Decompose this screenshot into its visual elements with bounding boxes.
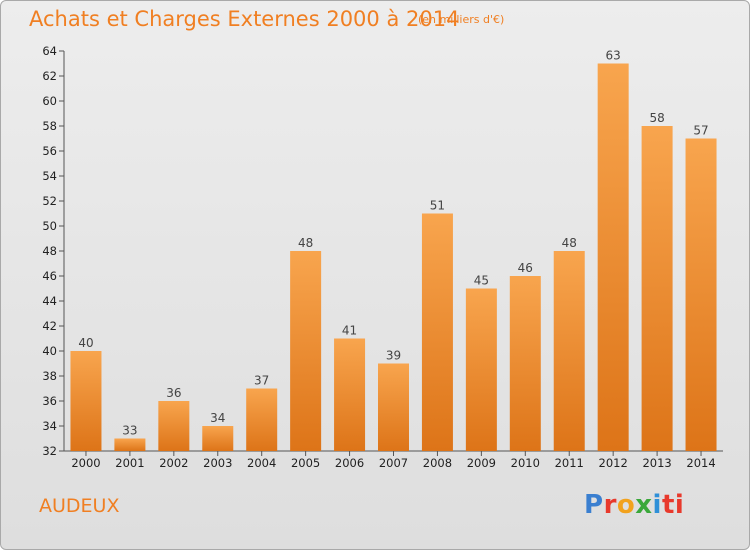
bar-value-label: 48 [562,236,577,250]
x-tick-label: 2009 [467,456,496,470]
logo-letter: r [603,490,617,520]
logo-letter: P [584,490,604,520]
proxiti-logo[interactable]: Proxiti [584,490,684,520]
logo-letter: x [635,490,653,520]
bar-2004 [246,388,278,451]
bar-value-label: 51 [430,199,445,213]
x-tick-label: 2001 [115,456,144,470]
x-tick-label: 2002 [159,456,188,470]
y-tick-label: 50 [42,219,57,233]
x-tick-label: 2005 [291,456,320,470]
x-tick-label: 2006 [335,456,364,470]
bar-2006 [334,338,366,451]
x-tick-label: 2004 [247,456,276,470]
x-tick-label: 2012 [599,456,628,470]
bar-value-label: 46 [518,261,533,275]
bar-value-label: 34 [210,411,225,425]
y-tick-label: 60 [42,94,57,108]
bar-2008 [421,213,453,451]
logo-letter: o [616,490,636,520]
x-tick-label: 2007 [379,456,408,470]
y-tick-label: 62 [42,69,57,83]
y-tick-label: 40 [42,344,57,358]
x-tick-label: 2000 [71,456,100,470]
bar-value-label: 63 [606,49,621,63]
y-tick-label: 36 [42,394,57,408]
bar-2005 [290,251,322,451]
x-tick-label: 2011 [555,456,584,470]
bar-value-label: 39 [386,349,401,363]
bar-2012 [597,63,629,451]
bar-value-label: 40 [78,336,93,350]
y-tick-label: 64 [42,44,57,58]
bar-2003 [202,426,234,451]
y-tick-label: 46 [42,269,57,283]
logo-letter: i [652,490,662,520]
bar-2009 [465,288,497,451]
x-tick-label: 2010 [511,456,540,470]
axes: 32 34 36 38 40 42 44 46 48 50 52 54 56 58 60 62 64 2000 20… [42,44,723,470]
y-tick-label: 52 [42,194,57,208]
y-tick-label: 34 [42,419,57,433]
bar-value-label: 57 [693,124,708,138]
bars: 40 33 36 34 37 48 41 39 51 45 46 48 63 58 57 [70,49,717,451]
bar-value-label: 37 [254,374,269,388]
y-tick-label: 58 [42,119,57,133]
location-name: AUDEUX [39,495,120,517]
y-tick-label: 42 [42,319,57,333]
y-tick-label: 44 [42,294,57,308]
bar-value-label: 45 [474,274,489,288]
bar-2014 [685,138,717,451]
bar-2013 [641,126,673,451]
y-tick-label: 54 [42,169,57,183]
bar-2000 [70,351,102,451]
x-tick-label: 2014 [686,456,715,470]
x-tick-label: 2003 [203,456,232,470]
bar-2011 [553,251,585,451]
bar-value-label: 33 [122,424,137,438]
bar-2001 [114,438,146,451]
x-tick-label: 2008 [423,456,452,470]
bar-2010 [509,276,541,451]
bar-value-label: 58 [649,111,664,125]
bar-value-label: 36 [166,386,181,400]
x-tick-label: 2013 [642,456,671,470]
chart-title: Achats et Charges Externes 2000 à 2014 [29,7,460,31]
bar-2007 [378,363,409,451]
bar-value-label: 41 [342,324,357,338]
y-tick-label: 32 [42,444,57,458]
logo-letter: ti [661,490,685,520]
y-tick-label: 56 [42,144,57,158]
y-tick-label: 38 [42,369,57,383]
bar-value-label: 48 [298,236,313,250]
y-tick-label: 48 [42,244,57,258]
chart-subtitle: (en milliers d'€) [418,13,505,26]
bar-2002 [158,401,190,451]
